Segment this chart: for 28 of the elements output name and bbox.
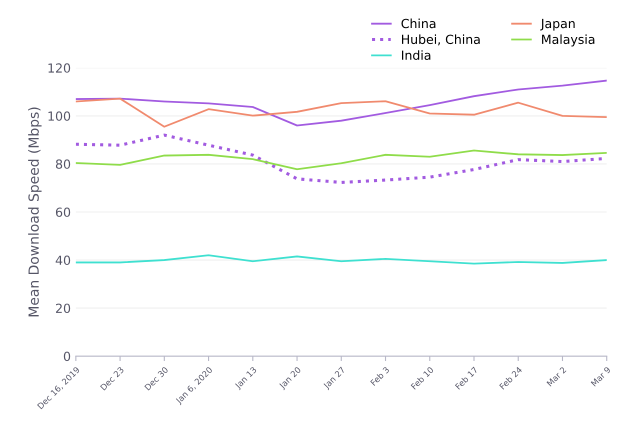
x-tick-label: Dec 30 bbox=[144, 366, 168, 391]
y-tick-label: 40 bbox=[56, 256, 70, 265]
legend-label: India bbox=[402, 50, 430, 60]
x-tick-label: Feb 3 bbox=[370, 366, 390, 386]
legend-label: Hubei, China bbox=[402, 34, 480, 46]
x-tick-label: Jan 20 bbox=[278, 366, 302, 390]
x-tick-label: Feb 10 bbox=[410, 366, 434, 390]
x-tick-label: Jan 13 bbox=[234, 366, 258, 390]
y-axis-title: Mean Download Speed (Mbps) bbox=[28, 108, 42, 316]
y-tick-label: 60 bbox=[56, 207, 70, 217]
x-tick-label: Feb 17 bbox=[454, 366, 478, 390]
line-series bbox=[76, 80, 607, 126]
line-series bbox=[76, 150, 607, 170]
x-tick-label: Mar 9 bbox=[590, 366, 611, 387]
y-tick-label: 80 bbox=[56, 159, 70, 169]
y-tick-label: 100 bbox=[48, 111, 70, 121]
legend-label: China bbox=[401, 18, 436, 28]
line-series bbox=[76, 254, 607, 265]
y-tick-label: 0 bbox=[64, 352, 70, 362]
x-tick-label: Feb 24 bbox=[499, 366, 522, 390]
legend-label: Japan bbox=[540, 18, 575, 31]
x-tick-label: Dec 23 bbox=[100, 366, 124, 391]
y-tick-label: 120 bbox=[48, 63, 70, 73]
x-tick-label: Jan 27 bbox=[322, 366, 346, 390]
line-series bbox=[76, 98, 607, 128]
y-tick-label: 20 bbox=[56, 304, 70, 314]
x-tick-label: Mar 2 bbox=[546, 366, 566, 387]
legend-label: Malaysia bbox=[542, 34, 594, 46]
